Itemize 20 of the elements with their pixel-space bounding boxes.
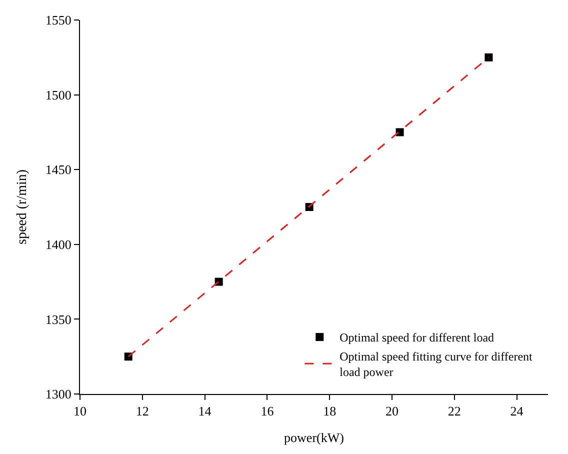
x-tick-label: 14 (198, 404, 212, 419)
y-tick-label: 1400 (45, 236, 72, 252)
x-tick-label: 16 (260, 404, 274, 419)
legend-label: Optimal speed for different load (340, 330, 494, 345)
x-tick-label: 10 (74, 404, 86, 419)
point (484, 53, 493, 62)
legend-label: Optimal speed fitting curve for different load power (340, 350, 534, 380)
x-tick-label: 22 (448, 404, 461, 419)
y-tick-label: 1500 (45, 87, 72, 102)
y-axis-title: speed (r/min) (15, 169, 30, 245)
y-tick-label: 1450 (45, 162, 72, 178)
x-tick-label: 12 (136, 404, 149, 419)
x-tick-label: 20 (386, 404, 398, 419)
y-tick-label: 1550 (45, 12, 72, 28)
x-axis-title: power(kW) (284, 430, 344, 446)
y-tick-label: 1350 (45, 312, 72, 327)
x-tick-label: 24 (510, 404, 524, 419)
point (396, 128, 404, 136)
y-tick-label: 1300 (45, 386, 72, 402)
x-tick-label: 18 (323, 404, 336, 419)
